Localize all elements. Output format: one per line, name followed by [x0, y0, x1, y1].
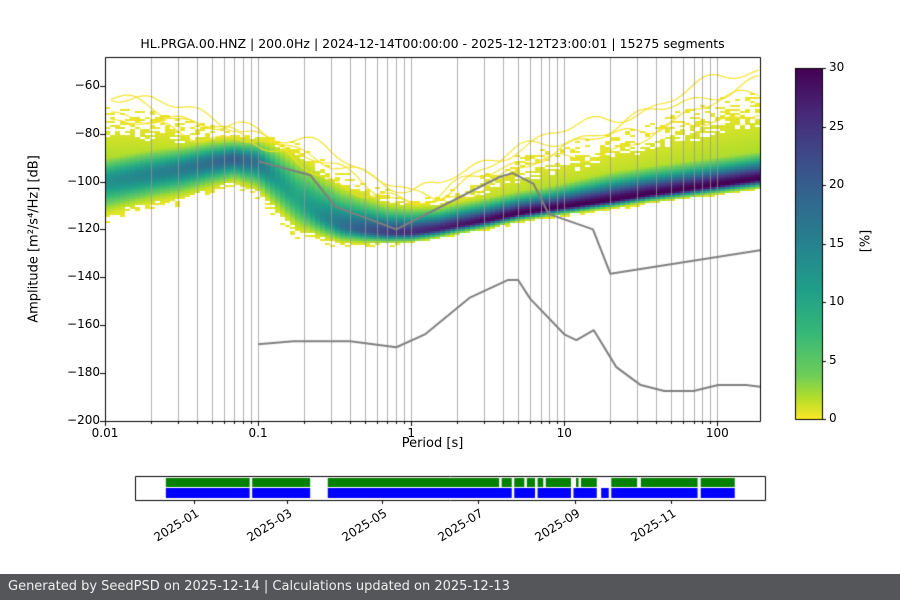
y-tick-label: −160	[67, 317, 100, 332]
y-tick-label: −200	[67, 413, 100, 427]
chart-title: HL.PRGA.00.HNZ | 200.0Hz | 2024-12-14T00…	[140, 36, 725, 51]
colorbar-tick-label: 15	[829, 235, 845, 250]
x-tick-label: 0.1	[248, 426, 268, 440]
colorbar-tick-label: 30	[829, 60, 845, 74]
y-tick-label: −180	[67, 365, 100, 380]
colorbar-tick-label: 25	[829, 118, 845, 133]
colorbar-tick-label: 0	[829, 411, 837, 425]
colorbar-tick-label: 20	[829, 177, 845, 191]
x-tick-label: 1	[407, 426, 415, 440]
x-tick-label: 100	[705, 426, 729, 440]
footer-text: Generated by SeedPSD on 2025-12-14 | Cal…	[8, 579, 510, 594]
y-axis-label: Amplitude [m²/s⁴/Hz] [dB]	[26, 155, 42, 323]
colorbar-tick-label: 5	[829, 352, 837, 367]
y-tick-label: −120	[67, 221, 100, 236]
x-tick-label: 10	[556, 426, 572, 440]
y-tick-label: −140	[67, 269, 100, 284]
colorbar-label: [%]	[858, 229, 874, 253]
y-tick-label: −100	[67, 173, 100, 188]
y-tick-label: −60	[74, 77, 100, 92]
colorbar-tick-label: 10	[829, 294, 845, 308]
x-axis-label: Period [s]	[401, 436, 464, 451]
x-tick-label: 0.01	[91, 426, 119, 440]
y-tick-label: −80	[74, 125, 100, 140]
footer-bar: Generated by SeedPSD on 2025-12-14 | Cal…	[0, 574, 900, 600]
